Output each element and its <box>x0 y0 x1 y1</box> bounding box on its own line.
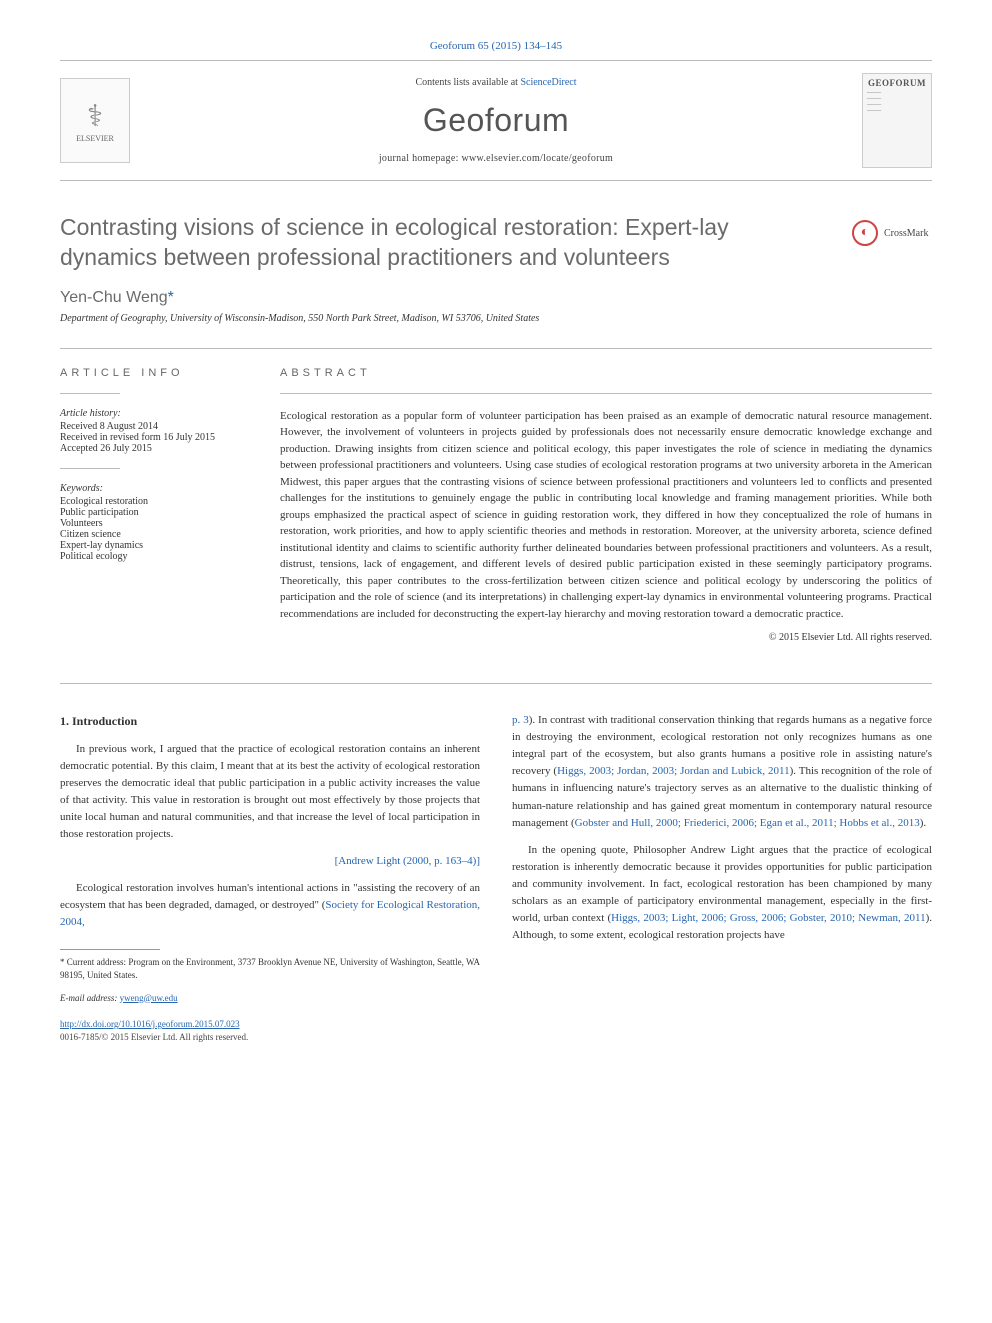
received-date: Received 8 August 2014 <box>60 421 250 432</box>
sciencedirect-link[interactable]: ScienceDirect <box>520 77 576 88</box>
corresponding-author-footnote: * Current address: Program on the Enviro… <box>60 956 480 981</box>
article-info-heading: ARTICLE INFO <box>60 367 250 379</box>
revised-date: Received in revised form 16 July 2015 <box>60 432 250 443</box>
keyword: Public participation <box>60 507 250 518</box>
email-label: E-mail address: <box>60 993 120 1003</box>
homepage-line: journal homepage: www.elsevier.com/locat… <box>130 153 862 164</box>
right-para-2: In the opening quote, Philosopher Andrew… <box>512 842 932 944</box>
author-line: Yen-Chu Weng* <box>60 289 932 307</box>
intro-quote-para: In previous work, I argued that the prac… <box>60 741 480 843</box>
footer-block: http://dx.doi.org/10.1016/j.geoforum.201… <box>60 1018 480 1043</box>
crossmark-badge[interactable]: ◐ CrossMark <box>852 213 932 253</box>
right-para-1: p. 3). In contrast with traditional cons… <box>512 712 932 831</box>
article-title: Contrasting visions of science in ecolog… <box>60 213 832 273</box>
article-title-row: Contrasting visions of science in ecolog… <box>60 213 932 273</box>
body-col-right: p. 3). In contrast with traditional cons… <box>512 712 932 1043</box>
abstract-heading: ABSTRACT <box>280 367 932 379</box>
citation-link[interactable]: p. 3 <box>512 714 529 726</box>
corresponding-author-marker[interactable]: * <box>168 289 174 306</box>
author-email-link[interactable]: yweng@uw.edu <box>120 993 178 1003</box>
body-col-left: 1. Introduction In previous work, I argu… <box>60 712 480 1043</box>
body-columns: 1. Introduction In previous work, I argu… <box>60 683 932 1043</box>
footnote-separator <box>60 949 160 950</box>
email-footnote: E-mail address: yweng@uw.edu <box>60 992 480 1005</box>
divider <box>60 468 120 469</box>
doi-link[interactable]: http://dx.doi.org/10.1016/j.geoforum.201… <box>60 1019 240 1029</box>
article-info-col: ARTICLE INFO Article history: Received 8… <box>60 367 280 644</box>
keyword: Political ecology <box>60 551 250 562</box>
abstract-copyright: © 2015 Elsevier Ltd. All rights reserved… <box>280 632 932 643</box>
citation-link[interactable]: Higgs, 2003; Light, 2006; Gross, 2006; G… <box>611 912 925 924</box>
abstract-col: ABSTRACT Ecological restoration as a pop… <box>280 367 932 644</box>
history-label: Article history: <box>60 408 250 419</box>
quote-attribution: [Andrew Light (2000, p. 163–4)] <box>60 853 480 870</box>
journal-cover-thumbnail: GEOFORUM ──────────────── <box>862 73 932 168</box>
journal-name: Geoforum <box>130 102 862 139</box>
homepage-prefix: journal homepage: <box>379 153 462 164</box>
contents-line: Contents lists available at ScienceDirec… <box>130 77 862 88</box>
journal-header: ⚕ ELSEVIER Contents lists available at S… <box>60 60 932 181</box>
publisher-logo: ⚕ ELSEVIER <box>60 78 130 163</box>
divider <box>60 393 120 394</box>
section-heading-intro: 1. Introduction <box>60 712 480 731</box>
citation-link[interactable]: Higgs, 2003; Jordan, 2003; Jordan and Lu… <box>557 765 790 777</box>
affiliation: Department of Geography, University of W… <box>60 313 932 324</box>
elsevier-tree-icon: ⚕ <box>87 99 103 134</box>
header-center: Contents lists available at ScienceDirec… <box>130 77 862 164</box>
cover-title: GEOFORUM <box>868 78 926 88</box>
keyword: Volunteers <box>60 518 250 529</box>
keyword: Citizen science <box>60 529 250 540</box>
crossmark-icon: ◐ <box>852 220 878 246</box>
header-citation: Geoforum 65 (2015) 134–145 <box>60 40 932 52</box>
contents-prefix: Contents lists available at <box>415 77 520 88</box>
info-abstract-row: ARTICLE INFO Article history: Received 8… <box>60 348 932 644</box>
abstract-text: Ecological restoration as a popular form… <box>280 408 932 623</box>
p3-tail2: ). <box>920 817 926 829</box>
issn-copyright: 0016-7185/© 2015 Elsevier Ltd. All right… <box>60 1032 248 1042</box>
divider <box>280 393 932 394</box>
cover-text: ──────────────── <box>867 91 927 115</box>
publisher-name: ELSEVIER <box>76 134 114 143</box>
keyword: Expert-lay dynamics <box>60 540 250 551</box>
crossmark-label: CrossMark <box>884 228 928 239</box>
keyword: Ecological restoration <box>60 496 250 507</box>
author-name: Yen-Chu Weng <box>60 289 168 306</box>
intro-para-2: Ecological restoration involves human's … <box>60 880 480 931</box>
accepted-date: Accepted 26 July 2015 <box>60 443 250 454</box>
homepage-url[interactable]: www.elsevier.com/locate/geoforum <box>461 153 613 164</box>
keywords-label: Keywords: <box>60 483 250 494</box>
citation-link[interactable]: Gobster and Hull, 2000; Friederici, 2006… <box>575 817 920 829</box>
